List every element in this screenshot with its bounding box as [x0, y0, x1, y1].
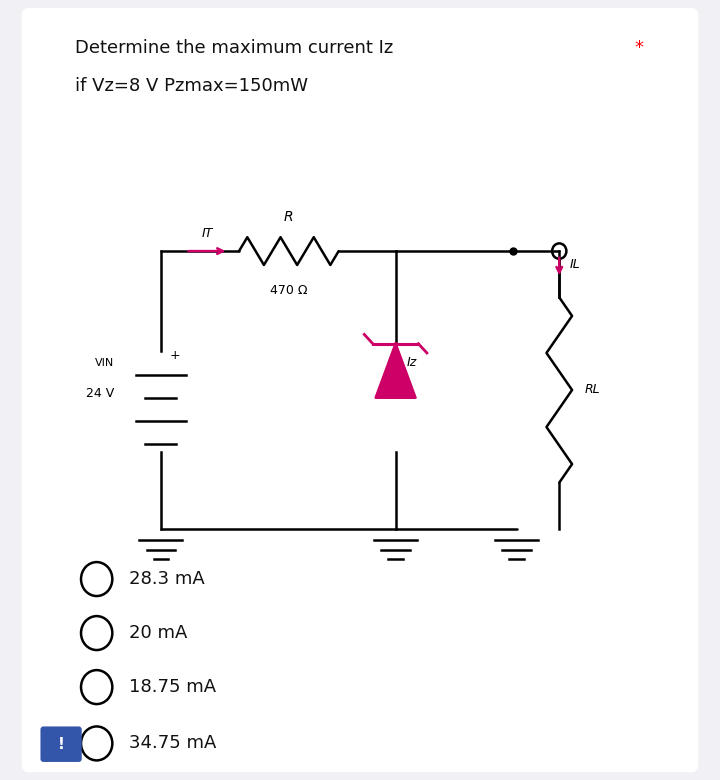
Text: 20 mA: 20 mA [129, 624, 187, 642]
Text: 34.75 mA: 34.75 mA [129, 735, 216, 753]
Text: R: R [284, 210, 294, 224]
Text: Determine the maximum current Iz: Determine the maximum current Iz [76, 39, 394, 57]
Text: +: + [169, 349, 180, 362]
FancyBboxPatch shape [40, 726, 82, 762]
Text: 28.3 mA: 28.3 mA [129, 570, 204, 588]
Text: VIN: VIN [95, 358, 114, 368]
Text: 470 Ω: 470 Ω [270, 283, 307, 296]
Text: RL: RL [584, 384, 600, 396]
Text: !: ! [58, 736, 65, 752]
Text: Iz: Iz [406, 356, 416, 370]
Text: 18.75 mA: 18.75 mA [129, 678, 216, 696]
Text: *: * [634, 39, 643, 57]
Polygon shape [376, 344, 415, 398]
Text: if Vz=8 V Pzmax=150mW: if Vz=8 V Pzmax=150mW [76, 77, 308, 95]
Text: IL: IL [570, 258, 581, 271]
Text: IT: IT [202, 226, 212, 239]
Text: 24 V: 24 V [86, 388, 114, 400]
